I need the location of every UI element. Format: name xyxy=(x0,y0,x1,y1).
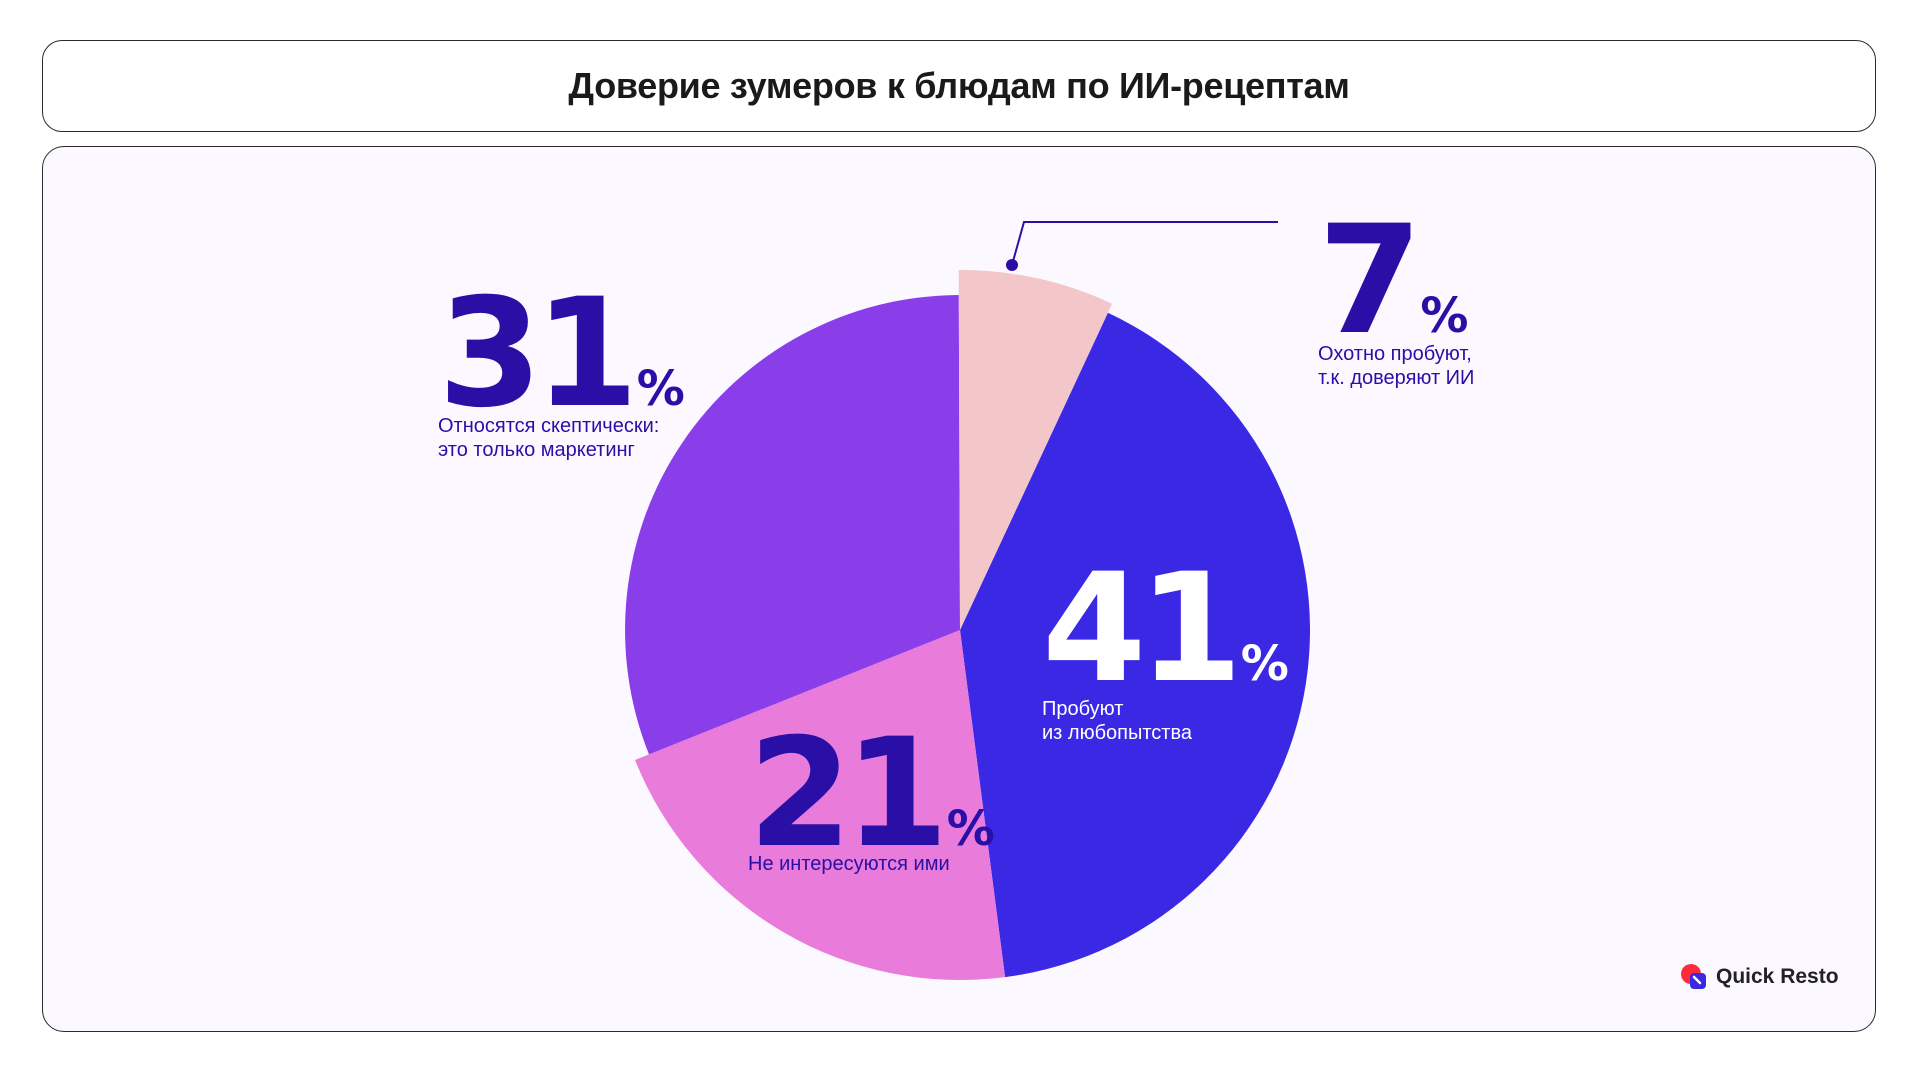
slice-caption-trust-line-2: т.к. доверяют ИИ xyxy=(1318,367,1474,389)
pie-slice-not_interested xyxy=(635,630,1006,981)
callout-line-7 xyxy=(1006,221,1278,271)
slice-percent-sign-skeptical: % xyxy=(637,361,685,417)
slice-percent-sign-not_interested: % xyxy=(947,801,995,857)
slice-caption-trust-line-1: Охотно пробуют, xyxy=(1318,343,1472,365)
slice-value-trust: 7 xyxy=(1318,194,1414,368)
slice-value-skeptical: 31 xyxy=(438,267,631,441)
pie-slice-skeptical xyxy=(625,295,960,755)
pie-slice-curious xyxy=(960,312,1311,978)
callout-leader xyxy=(1011,221,1278,266)
slice-caption-curious-line-2: из любопытства xyxy=(1042,722,1193,744)
slice-label-trust: 7 %Охотно пробуют,т.к. доверяют ИИ xyxy=(1318,194,1474,389)
pie-slices xyxy=(625,269,1311,981)
slice-percent-sign-curious: % xyxy=(1241,636,1289,692)
slice-label-skeptical: 31 %Относятся скептически:это только марк… xyxy=(438,267,685,461)
quick-resto-logo: Quick Resto xyxy=(1680,963,1839,991)
quick-resto-logo-icon xyxy=(1681,964,1706,989)
title-bar: Доверие зумеров к блюдам по ИИ-рецептам xyxy=(42,40,1876,132)
callout-dot xyxy=(1006,259,1018,271)
slice-value-curious: 41 xyxy=(1042,542,1235,716)
slice-label-not_interested: 21 %Не интересуются ими xyxy=(748,707,995,881)
logo-text: Quick Resto xyxy=(1716,965,1839,988)
slice-caption-not_interested-line-1: Не интересуются ими xyxy=(748,853,950,875)
pie-slice-trust xyxy=(958,269,1113,630)
slice-value-not_interested: 21 xyxy=(748,707,941,881)
slice-caption-skeptical-line-1: Относятся скептически: xyxy=(438,415,659,437)
chart-title: Доверие зумеров к блюдам по ИИ-рецептам xyxy=(568,65,1350,106)
slice-caption-curious-line-1: Пробуют xyxy=(1042,698,1123,720)
slice-caption-skeptical-line-2: это только маркетинг xyxy=(438,439,635,461)
slice-percent-sign-trust: % xyxy=(1420,288,1468,344)
